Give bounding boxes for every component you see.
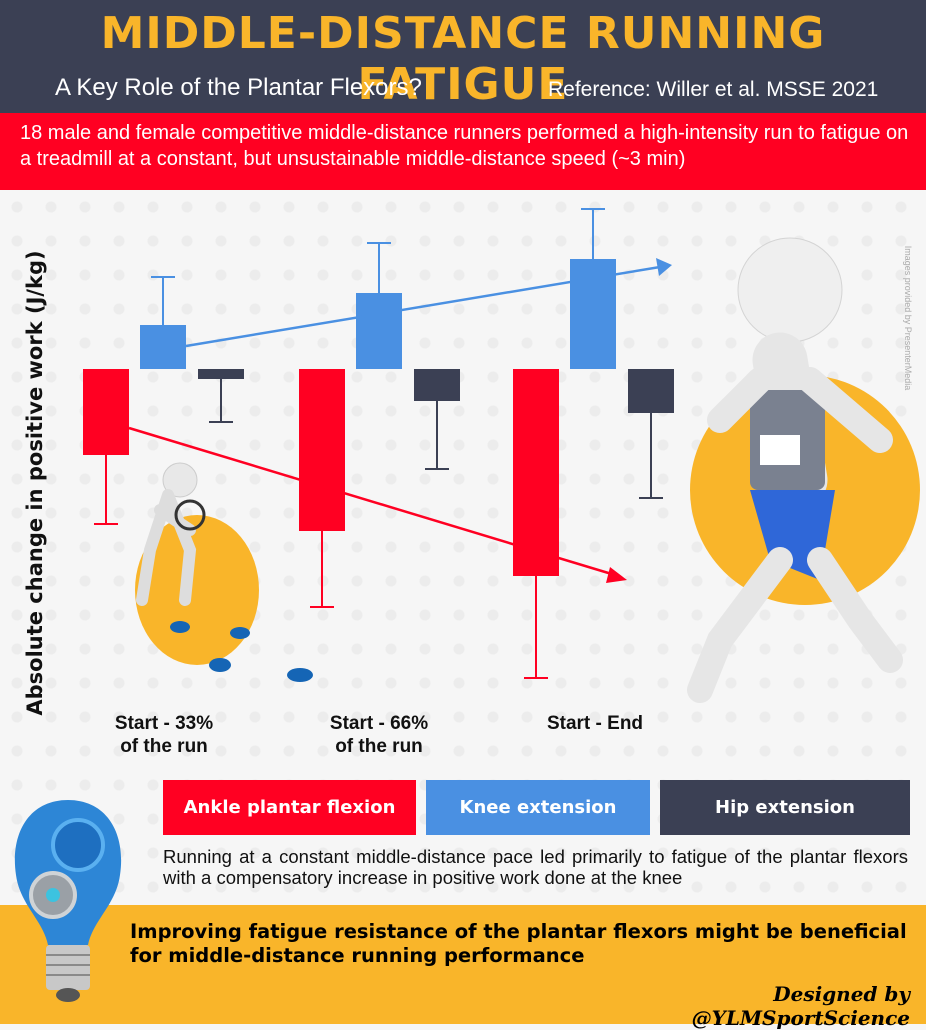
signature: Designed by @YLMSportScience — [691, 982, 910, 1030]
runner-figure-illustration — [687, 237, 920, 703]
x-tick-label-2: Start - 66% of the run — [309, 712, 449, 758]
x-tick-line: Start - 33% — [114, 713, 214, 734]
bar-knee-extension-1 — [140, 325, 186, 369]
y-axis-label: Absolute change in positive work (J/kg) — [23, 250, 47, 716]
x-tick-line: of the run — [120, 736, 208, 757]
knee-trend-arrow — [185, 265, 661, 348]
intro-band — [0, 113, 926, 190]
chart — [83, 208, 920, 703]
header-bar — [0, 0, 926, 113]
bar-ankle-plantar-flexion-1 — [83, 369, 129, 455]
reference: Reference: Willer et al. MSSE 2021 — [548, 78, 879, 101]
footprints-icon — [170, 621, 313, 682]
conclusion-band — [0, 905, 926, 1024]
bar-ankle-plantar-flexion-3 — [513, 369, 559, 576]
caption: Running at a constant middle-distance pa… — [163, 846, 908, 888]
bar-hip-extension-2 — [414, 369, 460, 401]
intro-text: 18 male and female competitive middle-di… — [20, 122, 909, 170]
ankle-trend-arrowhead — [606, 567, 627, 583]
legend-ankle-plantar-flexion: Ankle plantar flexion — [163, 780, 416, 835]
lightbulb-gears-icon — [14, 800, 122, 1002]
crouching-figure-illustration — [135, 462, 259, 665]
image-credit: Images provided by PresenterMedia — [903, 245, 913, 391]
bar-knee-extension-2 — [356, 293, 402, 369]
bar-ankle-plantar-flexion-2 — [299, 369, 345, 531]
x-tick-line: Start - 66% — [329, 713, 429, 734]
bar-hip-extension-3 — [628, 369, 674, 413]
bar-hip-extension-1 — [198, 369, 244, 379]
x-tick-label-1: Start - 33% of the run — [94, 712, 234, 758]
page-title: Middle-Distance Running Fatigue — [100, 8, 826, 110]
legend-hip-extension: Hip extension — [660, 780, 910, 835]
ankle-trend-arrow — [128, 426, 616, 577]
conclusion-text: Improving fatigue resistance of the plan… — [130, 920, 907, 967]
x-tick-line: Start - End — [546, 713, 644, 734]
subtitle: A Key Role of the Plantar Flexors? — [55, 74, 422, 101]
x-tick-label-3: Start - End — [525, 712, 665, 735]
legend-knee-extension: Knee extension — [426, 780, 650, 835]
x-tick-line: of the run — [335, 736, 423, 757]
knee-trend-arrowhead — [656, 258, 672, 276]
